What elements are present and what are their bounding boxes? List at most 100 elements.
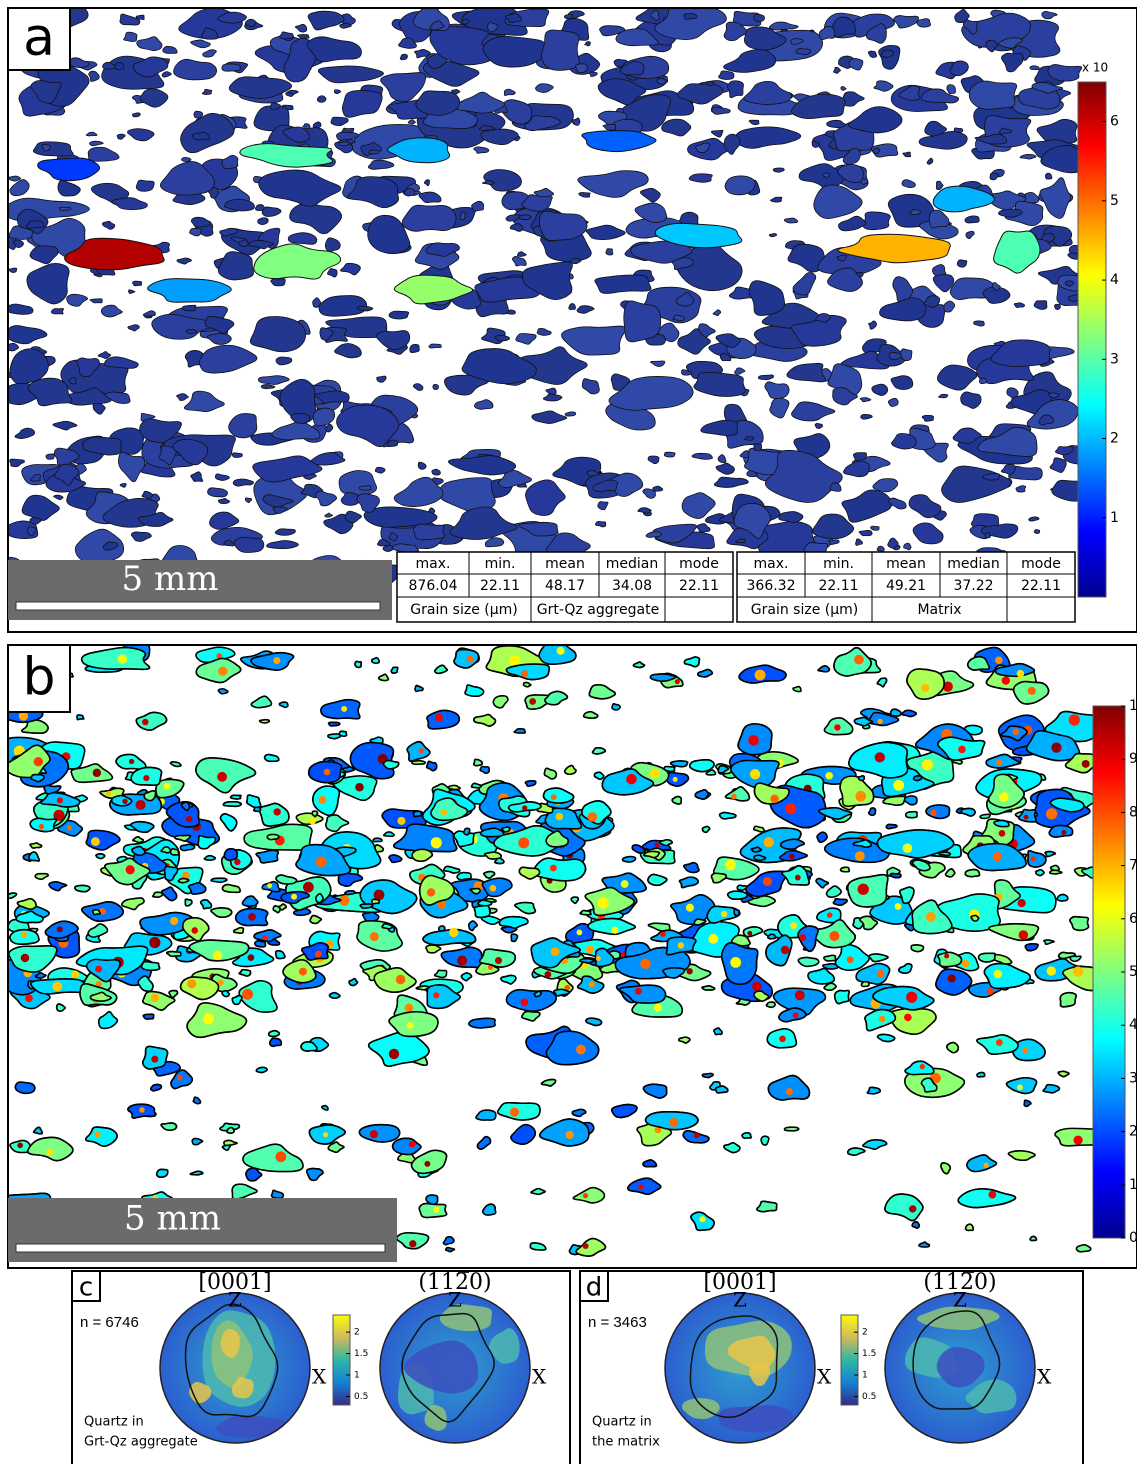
grain [623,300,662,343]
grain [1048,392,1060,399]
grain [817,806,853,820]
axis-x: X [312,1365,327,1389]
table-header: max. [416,556,451,572]
grain [274,528,296,536]
grain [270,278,286,287]
grain [544,690,569,706]
grain-spot [247,954,255,961]
grain-spot [825,771,833,780]
grain [1033,529,1041,534]
grain [545,830,570,848]
grain [783,1126,800,1132]
grain [582,710,599,719]
grain [9,303,34,315]
colorbar-tick-label: 0.5 [354,1392,368,1402]
grain [500,826,511,833]
grain-spot [660,931,666,937]
grain [456,871,472,881]
pole-title: (112̅0) [923,1270,996,1295]
grain [173,58,218,81]
grain [859,397,872,403]
grain [388,854,403,864]
grain [510,1123,537,1145]
grain [266,540,299,550]
grain [320,1104,329,1111]
grain [979,813,991,820]
grain [143,790,157,802]
grain [54,463,80,486]
grain [399,53,408,61]
grain [962,19,978,35]
grain [990,953,1013,965]
grain [681,492,716,519]
grain [822,172,831,179]
grain [186,1002,248,1039]
grain [189,1170,204,1176]
grain [217,251,254,281]
grain [581,130,657,153]
grain [430,797,469,822]
colorbar-tick-label: 1.5 [862,1349,876,1359]
grain-spot [550,947,560,956]
grain [34,972,47,979]
grain [561,325,627,356]
grain-spot [1023,814,1029,820]
grain [998,208,1023,218]
grain-spot [298,967,307,976]
grain [505,663,550,681]
grain [41,144,51,152]
grain-spot [143,775,150,782]
grain [911,859,931,872]
grain [621,855,637,863]
grain [615,28,659,47]
grain [918,131,968,150]
colorbar-tick-label: 1 [1129,1177,1137,1193]
grain [393,476,444,508]
grain-spot [1017,899,1026,908]
colorbar-tick-label: 6 [1110,114,1119,130]
grain [210,877,228,884]
grain [791,401,836,422]
grain [116,133,126,140]
grain [429,20,445,31]
grain [1042,1083,1061,1094]
grain-spot [529,698,537,705]
grain [524,780,537,787]
grain [433,969,448,979]
grain [575,1237,607,1257]
grain [272,905,281,914]
grain [711,106,731,115]
grain [442,865,461,874]
grain-spot [921,683,930,693]
grain [9,342,20,352]
grain [448,455,517,476]
grain [473,758,484,767]
grain-spot [373,889,385,901]
axis-x: X [532,1365,547,1389]
grain [672,314,685,321]
grain [632,661,646,669]
grain [968,80,1018,110]
grain [137,975,154,993]
grain [901,179,916,188]
colorbar [840,1314,859,1406]
grain-spot [763,837,774,848]
grain-spot [248,912,256,921]
grain [836,254,848,262]
grain [135,711,168,731]
grain [373,966,417,993]
grain [388,1010,439,1038]
grain [498,469,532,489]
grain-spot [1073,1135,1083,1145]
grain [431,468,441,476]
grain [1075,1244,1092,1253]
grain-spot [902,843,913,853]
grain-spot [685,903,694,912]
panel-label-box [579,1270,609,1302]
table-header: median [606,556,658,572]
grain-spot [794,874,801,881]
grain [375,330,411,350]
grain [671,257,694,270]
colorbar-tick-label: 8 [1129,804,1137,820]
grain [873,80,894,92]
